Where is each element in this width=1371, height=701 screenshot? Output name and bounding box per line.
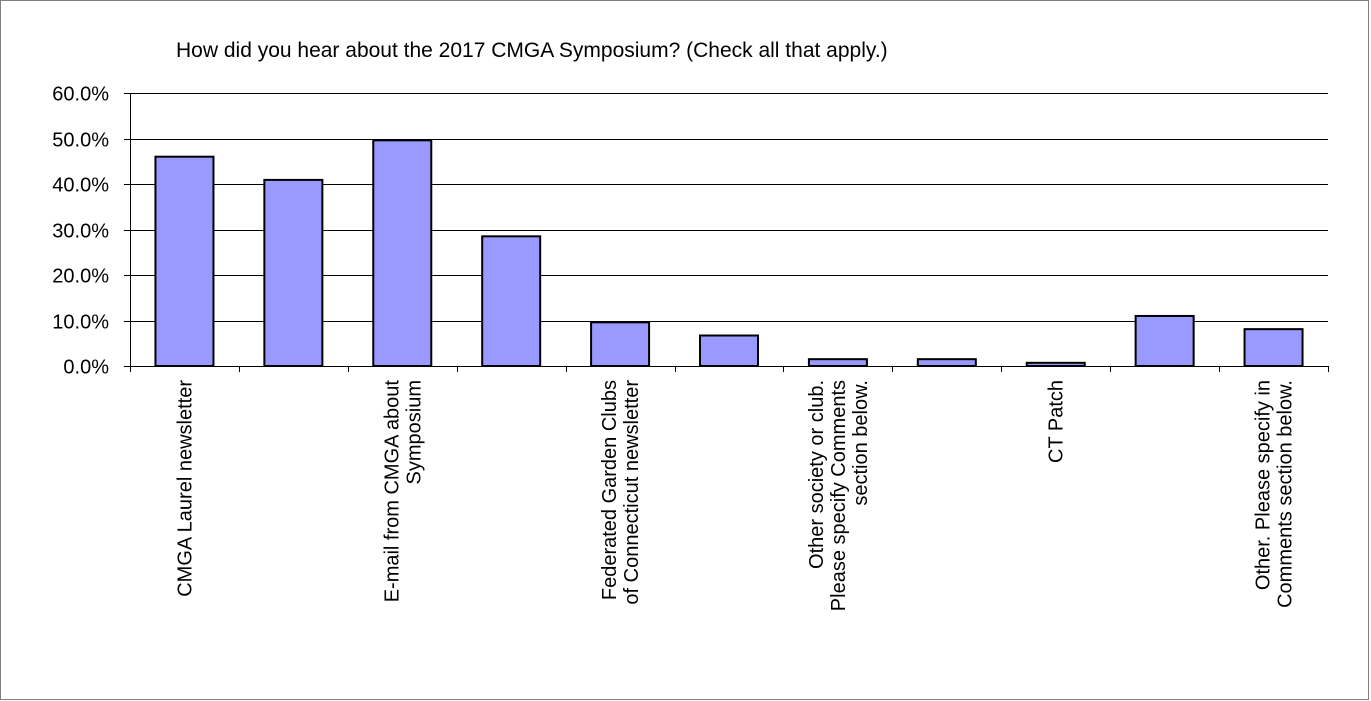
x-tick-label: Federated Garden Clubs of Connecticut new… xyxy=(599,380,643,605)
bars xyxy=(154,139,1304,368)
bar xyxy=(807,358,868,367)
x-tick-label-line: E-mail from CMGA about xyxy=(381,380,403,603)
x-tick-label-line: section below. xyxy=(850,380,872,506)
bar xyxy=(263,178,324,367)
x-tick-label: CMGA Laurel newsletter xyxy=(174,380,196,597)
x-tick-labels: CMGA Laurel newsletter E-mail from CMGA a… xyxy=(174,380,1296,612)
bar xyxy=(481,235,542,367)
x-tick-label-line: CMGA Laurel newsletter xyxy=(174,380,196,597)
x-tick-label-line: Other society or club. xyxy=(806,380,828,569)
bar xyxy=(1243,328,1304,367)
y-tick-label: 60.0% xyxy=(52,84,109,106)
x-tick-label: E-mail from CMGA about Symposium xyxy=(381,380,425,603)
x-tick-label-line: of Connecticut newsletter xyxy=(621,380,643,605)
y-tick-label: 30.0% xyxy=(52,221,109,243)
gridlines xyxy=(130,93,1328,322)
y-tick-label: 20.0% xyxy=(52,266,109,288)
x-tick-label-line: Comments section below. xyxy=(1275,380,1297,608)
y-tick-label: 10.0% xyxy=(52,312,109,334)
y-tick-label: 0.0% xyxy=(63,357,109,379)
bar xyxy=(372,139,433,367)
x-tick-label-line: CT Patch xyxy=(1046,380,1068,463)
x-tick-label: Other society or club. Please specify Com… xyxy=(806,380,872,611)
chart-title: How did you hear about the 2017 CMGA Sym… xyxy=(176,39,888,62)
y-tick-labels: 0.0% 10.0% 20.0% 30.0% 40.0% 50.0% 60.0% xyxy=(52,84,109,379)
x-tick-label: CT Patch xyxy=(1046,380,1068,463)
bar xyxy=(916,358,977,367)
x-tick-label-line: Federated Garden Clubs xyxy=(599,380,621,600)
x-tick-label-line: Please specify Comments xyxy=(828,380,850,611)
bar xyxy=(699,334,759,368)
y-tick-label: 50.0% xyxy=(52,130,109,152)
x-tick-label: Other. Please specify in Comments section… xyxy=(1253,380,1297,608)
x-tick-label-line: Other. Please specify in xyxy=(1253,380,1275,590)
bar xyxy=(590,321,651,368)
y-tick-label: 40.0% xyxy=(52,175,109,197)
bar xyxy=(1025,361,1086,368)
x-tick-label-line: Symposium xyxy=(403,380,425,484)
bar xyxy=(1134,314,1195,368)
bar xyxy=(154,155,215,367)
